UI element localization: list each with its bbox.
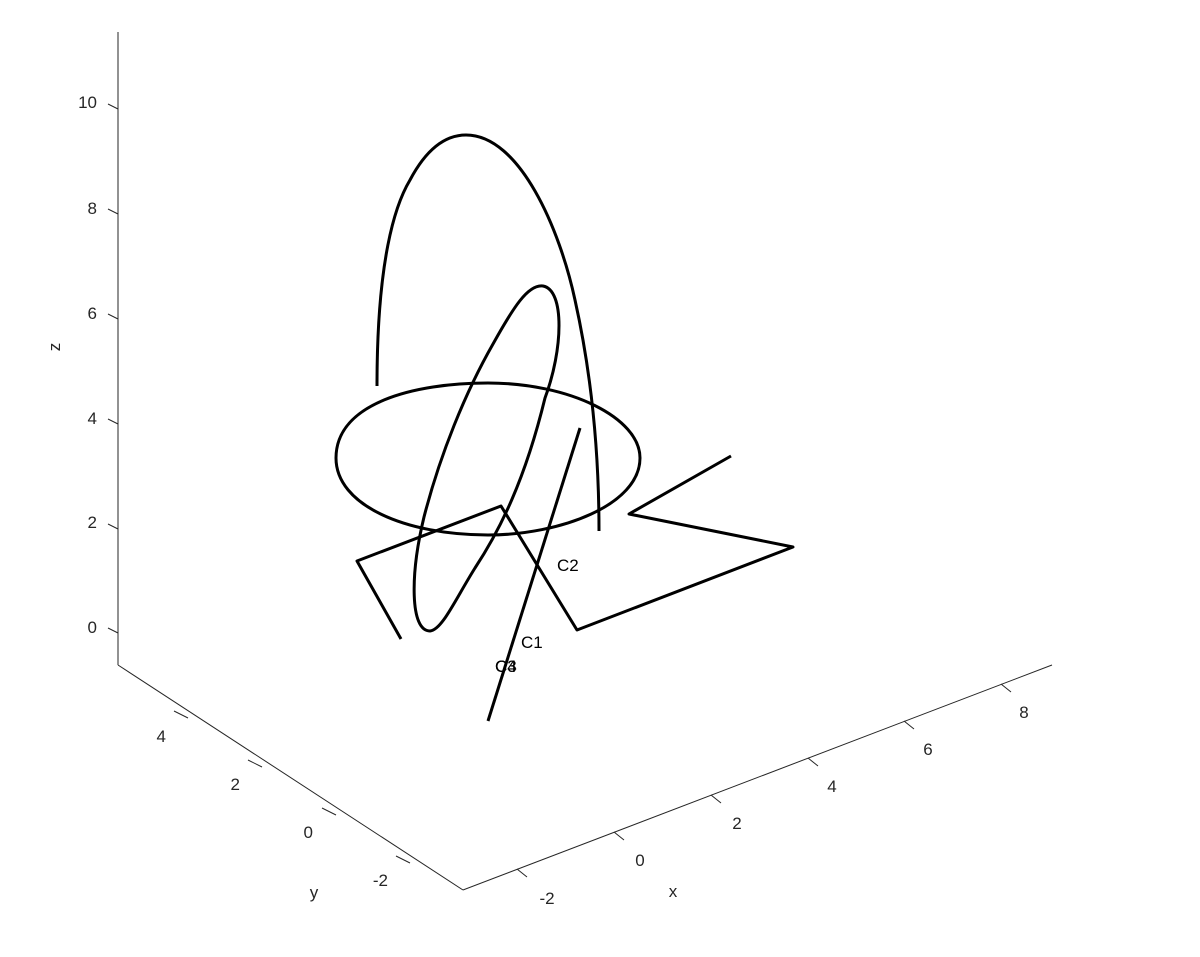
- x-tick: [613, 831, 625, 841]
- x-tick-label: 4: [827, 777, 836, 796]
- z-tick-label: 4: [88, 409, 97, 428]
- curve-horizontal-ellipse: [334, 381, 642, 537]
- y-tick-label: 4: [157, 727, 166, 746]
- z-tick: [107, 313, 119, 320]
- y-axis-label: y: [310, 883, 319, 902]
- z-tick-label: 10: [78, 93, 97, 112]
- x-axis-label: x: [669, 882, 678, 901]
- x-tick: [1000, 683, 1012, 693]
- axes-frame: [117, 32, 1053, 891]
- z-tick: [107, 208, 119, 215]
- y-tick-label: -2: [373, 871, 388, 890]
- y-tick: [321, 807, 337, 816]
- z-axis: 0 2 4 6 8 10 z: [45, 93, 119, 637]
- z-tick-label: 6: [88, 304, 97, 323]
- z-tick-label: 0: [88, 618, 97, 637]
- z-tick: [107, 418, 119, 425]
- z-tick-label: 8: [88, 199, 97, 218]
- curve-zigzag-polyline: [355, 454, 795, 640]
- x-tick: [903, 720, 915, 730]
- curve-label-c2: C2: [557, 556, 579, 575]
- x-axis: -2 0 2 4 6 8 x: [516, 683, 1029, 908]
- x-tick-label: -2: [539, 889, 554, 908]
- x-axis-line: [462, 664, 1053, 891]
- z-tick: [107, 627, 119, 634]
- curve-label-c3: C3: [495, 657, 517, 676]
- x-tick-label: 8: [1019, 703, 1028, 722]
- z-axis-label: z: [45, 343, 64, 352]
- y-tick-label: 0: [304, 823, 313, 842]
- curve-label-c4: C4: [495, 657, 517, 676]
- curve-tilted-ellipse: [412, 284, 561, 633]
- x-tick-label: 6: [923, 740, 932, 759]
- y-tick: [173, 710, 189, 719]
- z-tick: [107, 523, 119, 530]
- x-tick: [807, 757, 819, 767]
- curve-labels: C1 C2 C3 C4: [495, 556, 579, 676]
- y-tick: [247, 759, 263, 768]
- curve-vertical-arc: [375, 133, 601, 532]
- z-tick: [107, 103, 119, 110]
- y-tick: [395, 855, 411, 864]
- x-tick: [516, 868, 528, 878]
- x-tick-label: 0: [635, 851, 644, 870]
- y-tick-label: 2: [231, 775, 240, 794]
- y-axis: -2 0 2 4 y: [157, 710, 411, 902]
- curves: [334, 133, 795, 722]
- curve-label-c1: C1: [521, 633, 543, 652]
- x-tick-label: 2: [732, 814, 741, 833]
- x-tick: [710, 794, 722, 804]
- z-tick-label: 2: [88, 513, 97, 532]
- y-axis-line: [117, 664, 464, 891]
- curve-straight-line: [486, 427, 582, 722]
